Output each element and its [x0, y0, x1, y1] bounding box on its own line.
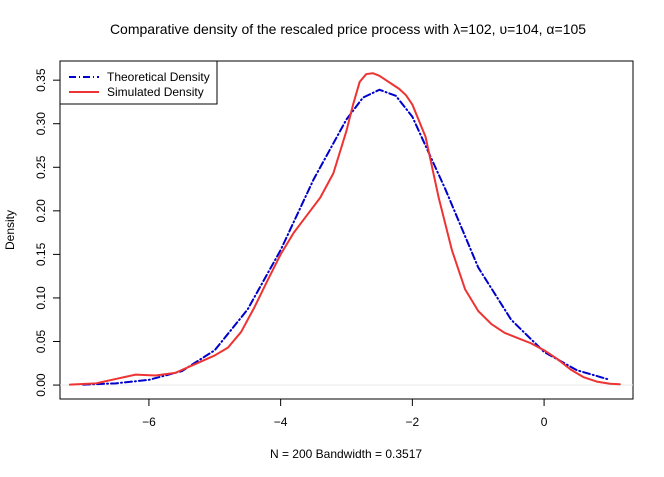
legend-box	[59, 60, 218, 105]
y-tick-label: 0.05	[34, 330, 48, 354]
x-tick-label: −4	[274, 415, 288, 429]
y-tick-label: 0.30	[34, 112, 48, 136]
y-axis-label: Density	[3, 210, 17, 250]
y-tick-label: 0.00	[34, 373, 48, 397]
chart-title-alpha-value: =105	[555, 21, 587, 37]
chart-title: Comparative density of the rescaled pric…	[110, 21, 586, 37]
series-simulated-density	[68, 72, 621, 386]
chart-title-upsilon-symbol: υ	[499, 21, 507, 37]
chart-title-alpha-symbol: α	[546, 21, 554, 37]
plot-frame	[59, 60, 634, 400]
y-tick-label: 0.35	[34, 68, 48, 92]
x-tick-label: 0	[541, 415, 548, 429]
y-tick-label: 0.15	[34, 242, 48, 266]
chart-title-upsilon-value: =104,	[507, 21, 546, 37]
series-theoretical-density	[82, 88, 611, 386]
y-tick-label: 0.10	[34, 286, 48, 310]
legend-label-theoretical: Theoretical Density	[107, 70, 210, 84]
y-tick-label: 0.25	[34, 155, 48, 179]
x-tick-label: −2	[406, 415, 420, 429]
legend-label-simulated: Simulated Density	[107, 85, 204, 99]
chart-title-lambda-symbol: λ	[453, 21, 460, 37]
x-axis: −6 −4 −2 0	[142, 399, 548, 429]
y-axis: 0.00 0.05 0.10 0.15 0.20 0.25 0.30 0.35	[34, 68, 60, 397]
legend: Theoretical Density Simulated Density	[59, 60, 218, 105]
chart-title-lambda-value: =102,	[460, 21, 499, 37]
x-axis-label: N = 200 Bandwidth = 0.3517	[270, 447, 422, 461]
series-layer	[68, 72, 621, 386]
y-tick-label: 0.20	[34, 199, 48, 223]
x-tick-label: −6	[142, 415, 156, 429]
chart-title-prefix: Comparative density of the rescaled pric…	[110, 21, 453, 37]
